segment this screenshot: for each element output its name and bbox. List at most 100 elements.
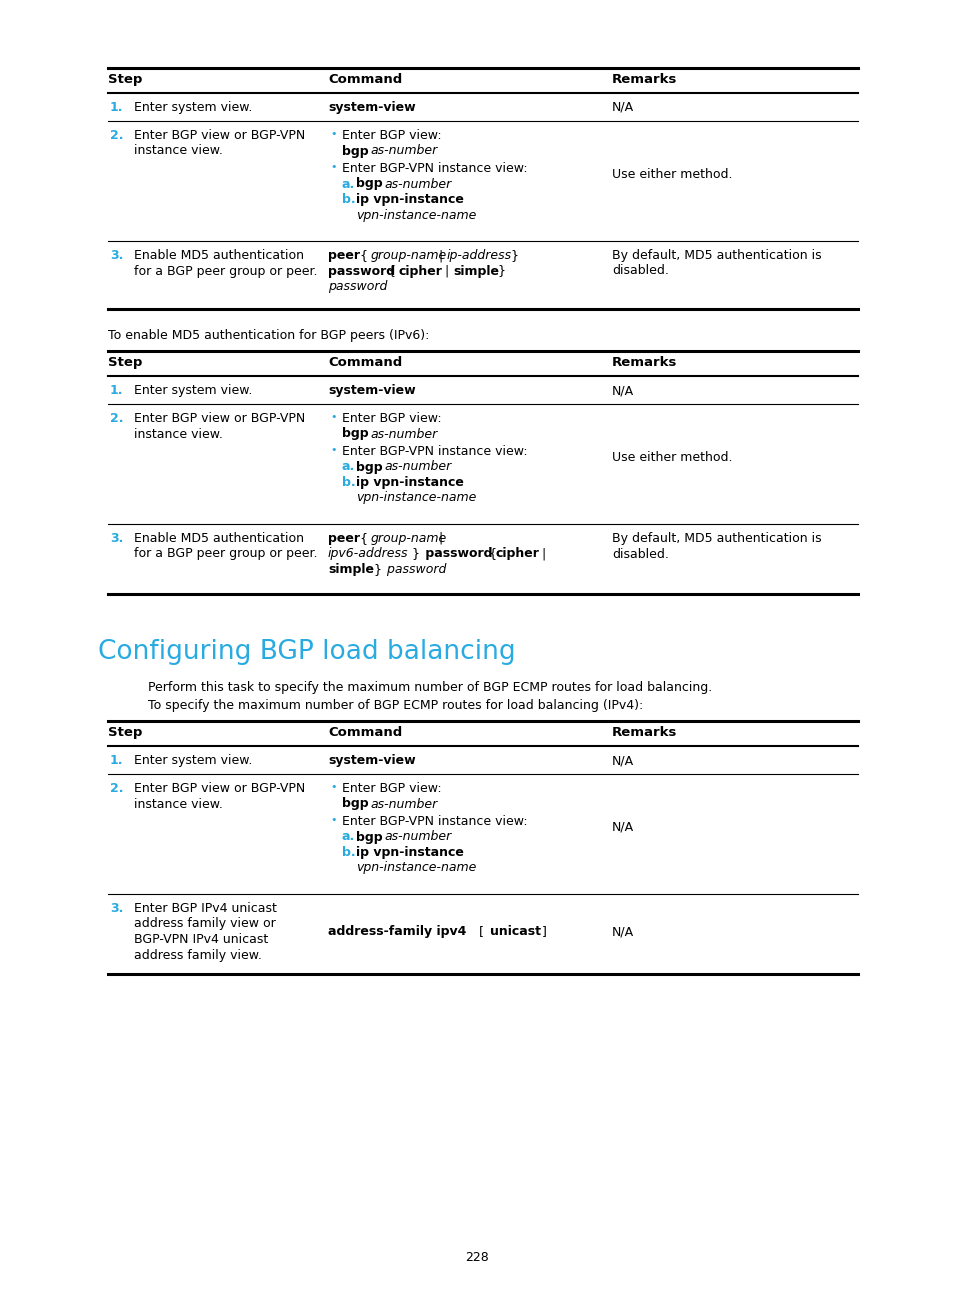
Text: Use either method.: Use either method. <box>612 451 732 464</box>
Text: Command: Command <box>328 73 402 86</box>
Text: for a BGP peer group or peer.: for a BGP peer group or peer. <box>133 264 317 277</box>
Text: •: • <box>330 445 336 455</box>
Text: bgp: bgp <box>341 797 368 810</box>
Text: address-family ipv4: address-family ipv4 <box>328 925 466 938</box>
Text: Enter BGP view or BGP-VPN: Enter BGP view or BGP-VPN <box>133 781 305 794</box>
Text: bgp: bgp <box>355 831 382 844</box>
Text: By default, MD5 authentication is: By default, MD5 authentication is <box>612 249 821 262</box>
Text: N/A: N/A <box>612 384 634 397</box>
Text: instance view.: instance view. <box>133 144 223 158</box>
Text: group-name: group-name <box>371 531 447 546</box>
Text: |: | <box>435 249 447 262</box>
Text: |: | <box>440 264 453 277</box>
Text: By default, MD5 authentication is: By default, MD5 authentication is <box>612 531 821 546</box>
Text: [: [ <box>475 925 488 938</box>
Text: address family view or: address family view or <box>133 918 275 931</box>
Text: address family view.: address family view. <box>133 949 262 962</box>
Text: N/A: N/A <box>612 101 634 114</box>
Text: a.: a. <box>341 460 355 473</box>
Text: BGP-VPN IPv4 unicast: BGP-VPN IPv4 unicast <box>133 933 268 946</box>
Text: ip vpn-instance: ip vpn-instance <box>355 476 463 489</box>
Text: Enter BGP-VPN instance view:: Enter BGP-VPN instance view: <box>341 162 527 175</box>
Text: ip vpn-instance: ip vpn-instance <box>355 846 463 859</box>
Text: system-view: system-view <box>328 101 416 114</box>
Text: as-number: as-number <box>370 144 436 158</box>
Text: system-view: system-view <box>328 754 416 767</box>
Text: 1.: 1. <box>110 384 123 397</box>
Text: cipher: cipher <box>496 547 539 560</box>
Text: N/A: N/A <box>612 925 634 938</box>
Text: }: } <box>506 249 518 262</box>
Text: ip vpn-instance: ip vpn-instance <box>355 193 463 206</box>
Text: Enter BGP view:: Enter BGP view: <box>341 130 441 143</box>
Text: Enter system view.: Enter system view. <box>133 384 253 397</box>
Text: 228: 228 <box>465 1251 488 1264</box>
Text: Enter BGP view or BGP-VPN: Enter BGP view or BGP-VPN <box>133 130 305 143</box>
Text: {: { <box>388 264 399 277</box>
Text: bgp: bgp <box>355 178 382 191</box>
Text: Step: Step <box>108 73 142 86</box>
Text: Step: Step <box>108 726 142 739</box>
Text: Enter BGP-VPN instance view:: Enter BGP-VPN instance view: <box>341 445 527 457</box>
Text: b.: b. <box>341 476 355 489</box>
Text: password: password <box>328 280 387 293</box>
Text: 2.: 2. <box>110 781 123 794</box>
Text: Enter system view.: Enter system view. <box>133 101 253 114</box>
Text: •: • <box>330 815 336 826</box>
Text: {: { <box>359 531 372 546</box>
Text: Use either method.: Use either method. <box>612 168 732 181</box>
Text: Step: Step <box>108 356 142 369</box>
Text: Enable MD5 authentication: Enable MD5 authentication <box>133 249 304 262</box>
Text: vpn-instance-name: vpn-instance-name <box>355 491 476 504</box>
Text: Command: Command <box>328 356 402 369</box>
Text: Enter BGP view or BGP-VPN: Enter BGP view or BGP-VPN <box>133 412 305 425</box>
Text: cipher: cipher <box>398 264 442 277</box>
Text: •: • <box>330 781 336 792</box>
Text: |: | <box>537 547 546 560</box>
Text: disabled.: disabled. <box>612 264 668 277</box>
Text: as-number: as-number <box>370 797 436 810</box>
Text: Remarks: Remarks <box>612 726 677 739</box>
Text: •: • <box>330 412 336 422</box>
Text: Perform this task to specify the maximum number of BGP ECMP routes for load bala: Perform this task to specify the maximum… <box>148 680 712 693</box>
Text: •: • <box>330 162 336 172</box>
Text: instance view.: instance view. <box>133 428 223 441</box>
Text: N/A: N/A <box>612 754 634 767</box>
Text: instance view.: instance view. <box>133 797 223 810</box>
Text: 3.: 3. <box>110 531 123 546</box>
Text: as-number: as-number <box>384 460 451 473</box>
Text: peer: peer <box>328 531 359 546</box>
Text: password: password <box>382 562 446 575</box>
Text: a.: a. <box>341 831 355 844</box>
Text: 2.: 2. <box>110 130 123 143</box>
Text: for a BGP peer group or peer.: for a BGP peer group or peer. <box>133 547 317 560</box>
Text: b.: b. <box>341 193 355 206</box>
Text: peer: peer <box>328 249 359 262</box>
Text: N/A: N/A <box>612 820 634 835</box>
Text: b.: b. <box>341 846 355 859</box>
Text: bgp: bgp <box>341 428 368 441</box>
Text: Enter BGP view:: Enter BGP view: <box>341 781 441 794</box>
Text: }: } <box>370 562 381 575</box>
Text: Enter system view.: Enter system view. <box>133 754 253 767</box>
Text: a.: a. <box>341 178 355 191</box>
Text: 1.: 1. <box>110 101 123 114</box>
Text: 2.: 2. <box>110 412 123 425</box>
Text: 1.: 1. <box>110 754 123 767</box>
Text: Command: Command <box>328 726 402 739</box>
Text: 3.: 3. <box>110 902 123 915</box>
Text: To specify the maximum number of BGP ECMP routes for load balancing (IPv4):: To specify the maximum number of BGP ECM… <box>148 699 642 712</box>
Text: }: } <box>408 547 419 560</box>
Text: {: { <box>359 249 372 262</box>
Text: simple: simple <box>328 562 374 575</box>
Text: •: • <box>330 130 336 139</box>
Text: }: } <box>494 264 505 277</box>
Text: ip-address: ip-address <box>447 249 512 262</box>
Text: disabled.: disabled. <box>612 547 668 560</box>
Text: vpn-instance-name: vpn-instance-name <box>355 862 476 875</box>
Text: as-number: as-number <box>384 178 451 191</box>
Text: Enter BGP IPv4 unicast: Enter BGP IPv4 unicast <box>133 902 276 915</box>
Text: unicast: unicast <box>490 925 540 938</box>
Text: password: password <box>328 264 395 277</box>
Text: Remarks: Remarks <box>612 356 677 369</box>
